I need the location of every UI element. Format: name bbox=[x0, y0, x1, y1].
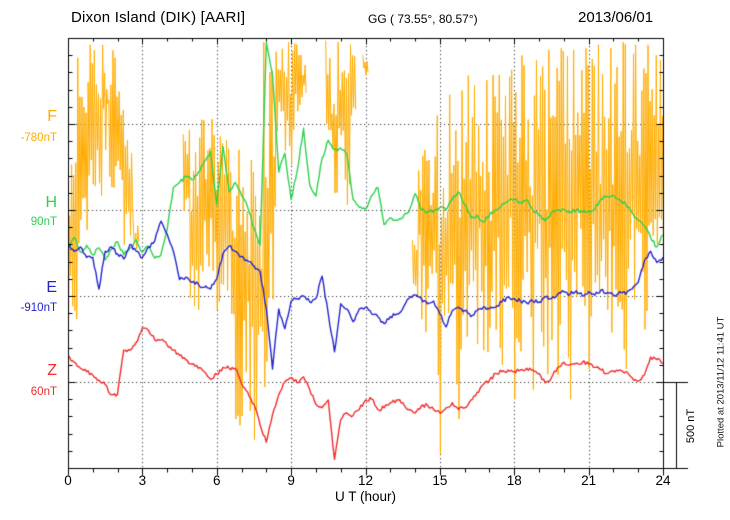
channel-baseline-e: -910nT bbox=[20, 302, 57, 314]
channel-label-h: H bbox=[45, 194, 57, 211]
x-tick-label: 6 bbox=[212, 473, 221, 488]
x-tick-label: 0 bbox=[64, 473, 72, 488]
x-tick-label: 9 bbox=[287, 473, 295, 488]
x-tick-label: 12 bbox=[357, 473, 374, 488]
channel-baseline-z: 60nT bbox=[30, 386, 57, 398]
channel-label-e: E bbox=[46, 279, 57, 296]
geographic-coordinates: GG ( 73.55°, 80.57°) bbox=[368, 12, 478, 26]
channel-baseline-f: -780nT bbox=[20, 132, 57, 144]
channel-label-z: Z bbox=[47, 362, 57, 379]
plotted-timestamp-note: Plotted at 2013/11/12 11:41 UT bbox=[715, 316, 727, 448]
channel-label-f: F bbox=[47, 108, 57, 125]
x-axis-label: U T (hour) bbox=[334, 489, 397, 504]
x-tick-label: 3 bbox=[138, 473, 147, 488]
x-tick-label: 24 bbox=[655, 473, 671, 488]
station-title: Dixon Island (DIK) [AARI] bbox=[71, 9, 246, 26]
x-tick-label: 21 bbox=[581, 473, 597, 488]
plot-date: 2013/06/01 bbox=[578, 9, 654, 26]
x-tick-label: 18 bbox=[506, 473, 522, 488]
channel-baseline-h: 90nT bbox=[30, 216, 57, 228]
x-tick-label: 15 bbox=[432, 473, 448, 488]
scale-bar-label: 500 nT bbox=[685, 408, 697, 444]
